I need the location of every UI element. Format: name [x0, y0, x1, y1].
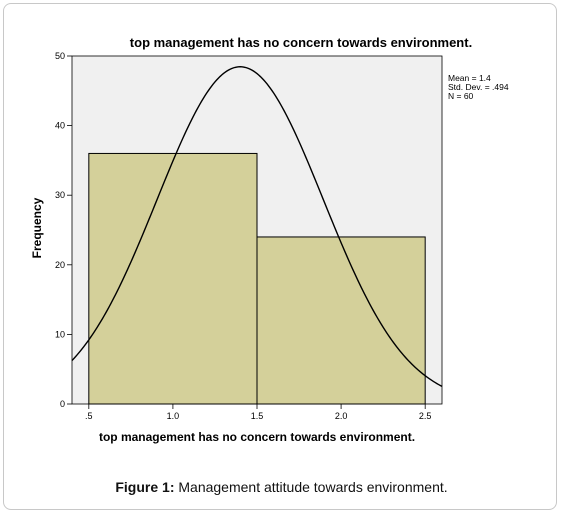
x-tick-label: 2.0: [335, 411, 348, 421]
y-tick-label: 20: [55, 260, 65, 270]
x-tick-label: .5: [85, 411, 93, 421]
y-tick-label: 10: [55, 329, 65, 339]
chart-title: top management has no concern towards en…: [130, 35, 472, 50]
x-tick-label: 2.5: [419, 411, 432, 421]
y-tick-label: 40: [55, 121, 65, 131]
x-tick-label: 1.0: [167, 411, 180, 421]
histogram-bar-1: [88, 152, 258, 405]
caption-text: Management attitude towards environment.: [174, 479, 448, 495]
stats-line: Mean = 1.4: [448, 73, 491, 83]
x-axis-label: top management has no concern towards en…: [99, 430, 415, 444]
y-axis-label: Frequency: [30, 197, 44, 258]
x-tick-label: 1.5: [251, 411, 264, 421]
stats-line: Std. Dev. = .494: [448, 82, 509, 92]
figure-caption: Figure 1: Management attitude towards en…: [0, 479, 563, 495]
y-tick-label: 50: [55, 51, 65, 61]
caption-label: Figure 1:: [115, 479, 175, 495]
histogram-bar-2: [256, 236, 426, 405]
y-tick-label: 30: [55, 190, 65, 200]
stats-line: N = 60: [448, 91, 474, 101]
normal-curve: [71, 66, 443, 387]
y-tick-label: 0: [60, 399, 65, 409]
